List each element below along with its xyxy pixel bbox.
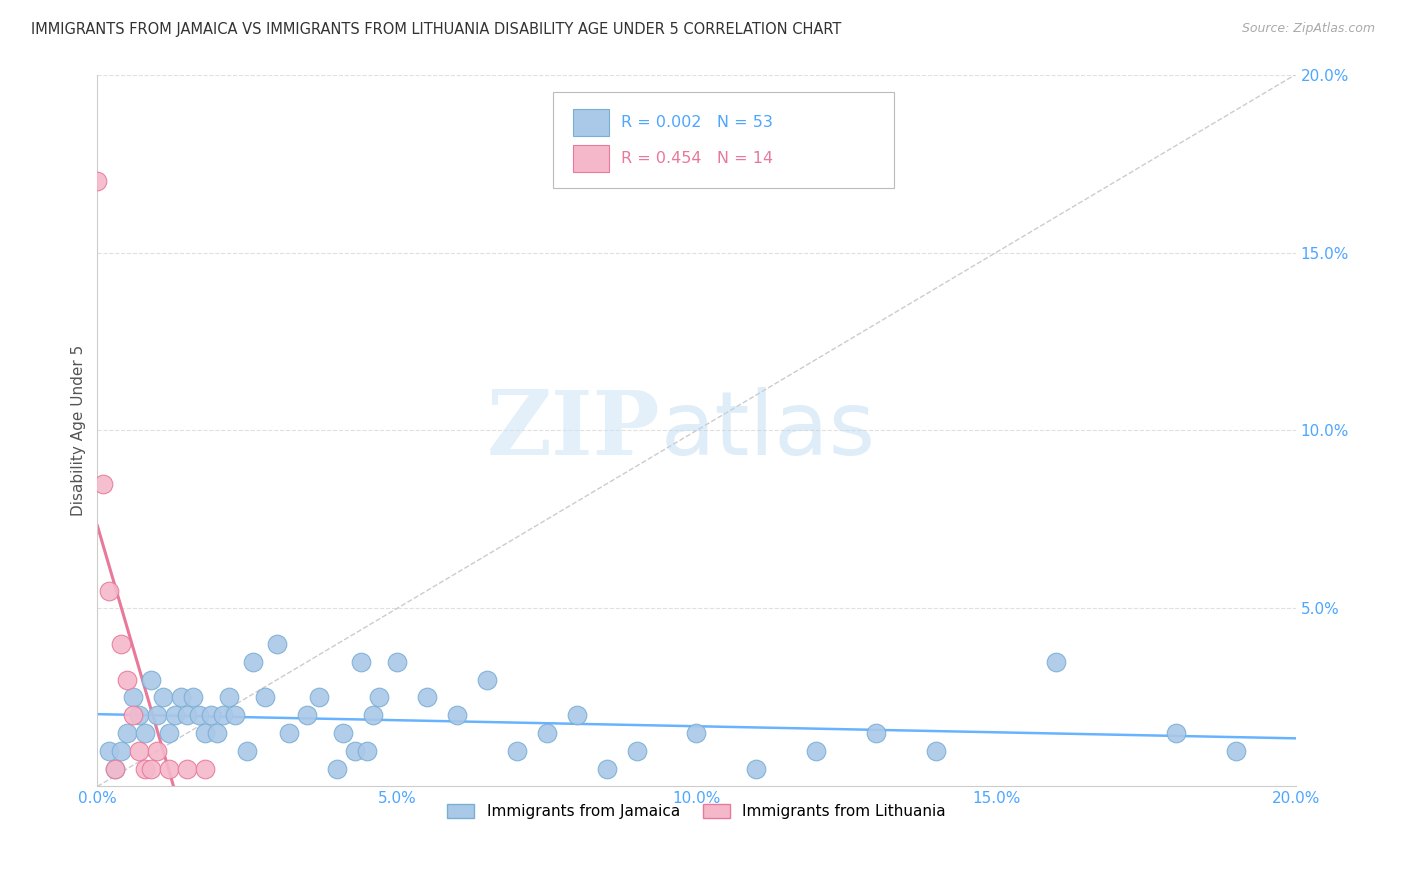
Point [110,744,132,758]
Point [416,690,439,705]
Point [86,174,108,188]
Y-axis label: Disability Age Under 5: Disability Age Under 5 [72,345,86,516]
Point [308,690,330,705]
Point [200,708,222,723]
Text: ZIP: ZIP [486,387,661,474]
Point [332,726,354,740]
Point [685,726,707,740]
Point [98,583,121,598]
Point [134,726,156,740]
Point [128,708,150,723]
Point [152,690,174,705]
Point [205,726,228,740]
Point [1164,726,1187,740]
Point [146,708,169,723]
Point [626,744,648,758]
Point [266,637,288,651]
FancyBboxPatch shape [574,145,609,172]
FancyBboxPatch shape [553,92,894,188]
Text: IMMIGRANTS FROM JAMAICA VS IMMIGRANTS FROM LITHUANIA DISABILITY AGE UNDER 5 CORR: IMMIGRANTS FROM JAMAICA VS IMMIGRANTS FR… [31,22,841,37]
Point [122,708,145,723]
Point [141,673,163,687]
Point [925,744,948,758]
Point [128,744,150,758]
Point [295,708,318,723]
Point [181,690,204,705]
Point [194,726,217,740]
Point [475,673,498,687]
Point [385,655,408,669]
Text: R = 0.002   N = 53: R = 0.002 N = 53 [621,115,773,130]
Point [565,708,588,723]
Point [595,762,617,776]
Point [236,744,259,758]
Point [865,726,887,740]
Point [446,708,468,723]
Point [1045,655,1067,669]
Point [806,744,828,758]
FancyBboxPatch shape [574,110,609,136]
Point [122,690,145,705]
Text: atlas: atlas [661,387,876,474]
Point [368,690,391,705]
Point [146,744,169,758]
Point [356,744,378,758]
Point [104,762,127,776]
Point [254,690,277,705]
Legend: Immigrants from Jamaica, Immigrants from Lithuania: Immigrants from Jamaica, Immigrants from… [440,797,952,825]
Point [242,655,264,669]
Point [176,708,198,723]
Point [224,708,246,723]
Point [98,744,121,758]
Point [157,762,180,776]
Point [110,637,132,651]
Point [343,744,366,758]
Point [745,762,768,776]
Point [506,744,529,758]
Point [117,673,139,687]
Point [93,476,115,491]
Point [212,708,235,723]
Point [141,762,163,776]
Point [188,708,211,723]
Point [104,762,127,776]
Point [134,762,156,776]
Point [117,726,139,740]
Point [350,655,373,669]
Point [536,726,558,740]
Point [218,690,240,705]
Point [157,726,180,740]
Point [165,708,187,723]
Point [278,726,301,740]
Point [170,690,193,705]
Point [361,708,384,723]
Point [194,762,217,776]
Point [326,762,349,776]
Point [1225,744,1247,758]
Point [176,762,198,776]
Text: R = 0.454   N = 14: R = 0.454 N = 14 [621,151,773,166]
Text: Source: ZipAtlas.com: Source: ZipAtlas.com [1241,22,1375,36]
